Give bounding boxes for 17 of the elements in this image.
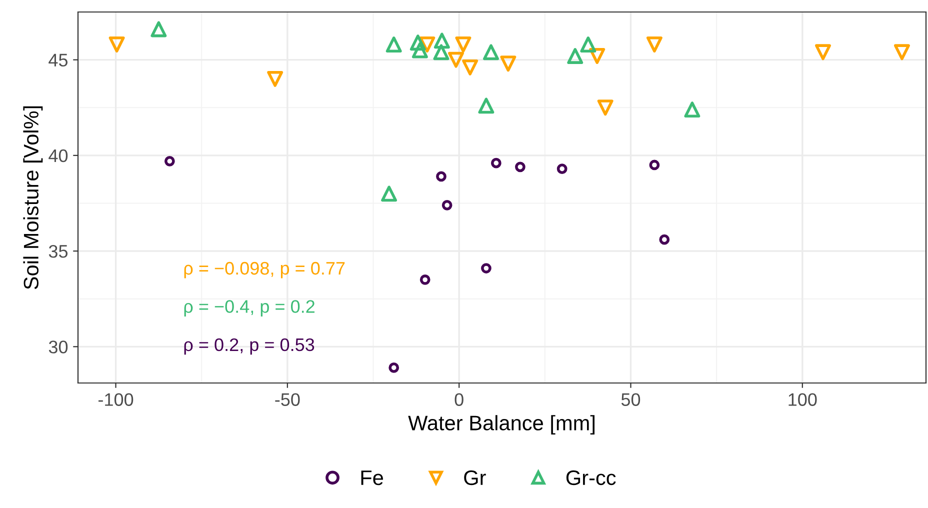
legend-label: Fe xyxy=(361,470,383,486)
x-tick-label: -50 xyxy=(275,393,300,406)
annotation: ρ = −0.4, p = 0.2 xyxy=(184,300,314,316)
y-tick-label: 45 xyxy=(48,54,68,67)
x-tick-label: 100 xyxy=(788,393,817,406)
annotation: ρ = −0.098, p = 0.77 xyxy=(184,262,345,278)
x-tick-label: -100 xyxy=(98,393,134,406)
y-axis-title: Soil Moisture [Vol%] xyxy=(23,106,43,290)
y-tick-label: 35 xyxy=(48,244,68,258)
x-tick-label: 0 xyxy=(454,393,464,406)
legend-label: Gr-cc xyxy=(566,470,616,486)
y-tick-label: 30 xyxy=(48,340,68,354)
x-tick-label: 50 xyxy=(621,393,640,406)
y-tick-label: 40 xyxy=(48,149,68,162)
legend-label: Gr xyxy=(464,470,486,486)
x-axis-title: Water Balance [mm] xyxy=(408,415,594,435)
annotation: ρ = 0.2, p = 0.53 xyxy=(184,338,314,355)
